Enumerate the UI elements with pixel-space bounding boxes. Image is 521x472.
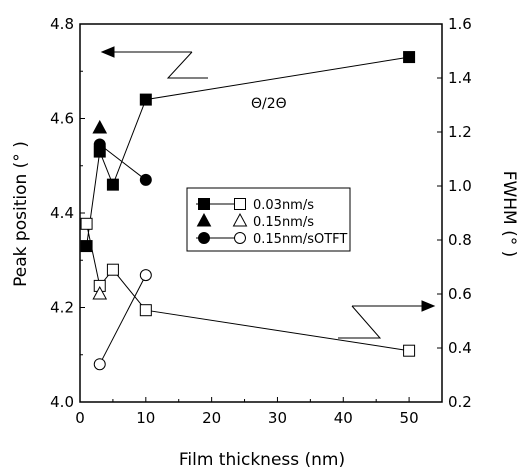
data-point (92, 285, 108, 300)
y-right-tick-label: 0.6 (448, 285, 472, 303)
theta-annotation: Θ/2Θ (251, 96, 287, 112)
data-point (403, 51, 416, 64)
x-tick-label: 30 (268, 409, 287, 427)
x-tick-label: 50 (400, 409, 419, 427)
left-axis-arrow (100, 46, 208, 79)
y-left-tick-label: 4.6 (50, 110, 74, 128)
series-line-2 (99, 144, 147, 181)
x-axis-label: Film thickness (nm) (179, 450, 345, 470)
data-point (106, 178, 119, 191)
data-point (139, 269, 152, 282)
legend-marker-open (234, 232, 246, 244)
legend-label: 0.15nm/s (253, 215, 314, 230)
y-right-tick-label: 1.2 (448, 123, 472, 141)
data-point (93, 358, 106, 371)
series-markers (80, 51, 416, 371)
legend-marker-open (234, 198, 246, 210)
y-left-tick-label: 4.8 (50, 15, 74, 33)
y-right-tick-label: 0.8 (448, 231, 472, 249)
x-tick-label: 20 (202, 409, 221, 427)
data-point (93, 138, 106, 151)
y-right-tick-label: 0.2 (448, 393, 472, 411)
series-line-5 (99, 274, 147, 365)
data-point (139, 304, 152, 317)
y-axis-right-label: FWHM (° ) (499, 171, 519, 258)
legend-marker-filled (196, 212, 212, 227)
x-tick-label: 10 (136, 409, 155, 427)
y-right-tick-label: 1.4 (448, 69, 472, 87)
legend-label: 0.15nm/sOTFT (253, 232, 347, 247)
y-left-tick-label: 4.2 (50, 299, 74, 317)
data-point (80, 217, 93, 230)
axis-ticks: 0 10 20 30 40 50 4.0 4.2 4.4 4.6 4.8 0.2 0.4 0.6 0.8 1.… (50, 15, 472, 427)
legend-marker-filled (198, 232, 210, 244)
legend: 0.03nm/s 0.15nm/s 0.15nm/sOTFT (186, 187, 351, 252)
legend-label: 0.03nm/s (253, 198, 314, 213)
x-tick-label: 0 (75, 409, 85, 427)
data-point (403, 344, 416, 357)
legend-box (186, 187, 351, 252)
y-right-tick-label: 0.4 (448, 339, 472, 357)
y-axis-left-label: Peak position (° ) (11, 141, 31, 287)
data-point (139, 173, 152, 186)
x-tick-label: 40 (334, 409, 353, 427)
y-left-tick-label: 4.0 (50, 393, 74, 411)
y-right-tick-label: 1.6 (448, 15, 472, 33)
right-axis-arrow (338, 300, 436, 339)
legend-marker-open (232, 212, 248, 227)
data-point (139, 93, 152, 106)
data-point (92, 119, 108, 134)
data-point (106, 263, 119, 276)
y-right-tick-label: 1.0 (448, 177, 472, 195)
legend-marker-filled (198, 198, 210, 210)
y-left-tick-label: 4.4 (50, 204, 74, 222)
data-point (80, 240, 93, 253)
